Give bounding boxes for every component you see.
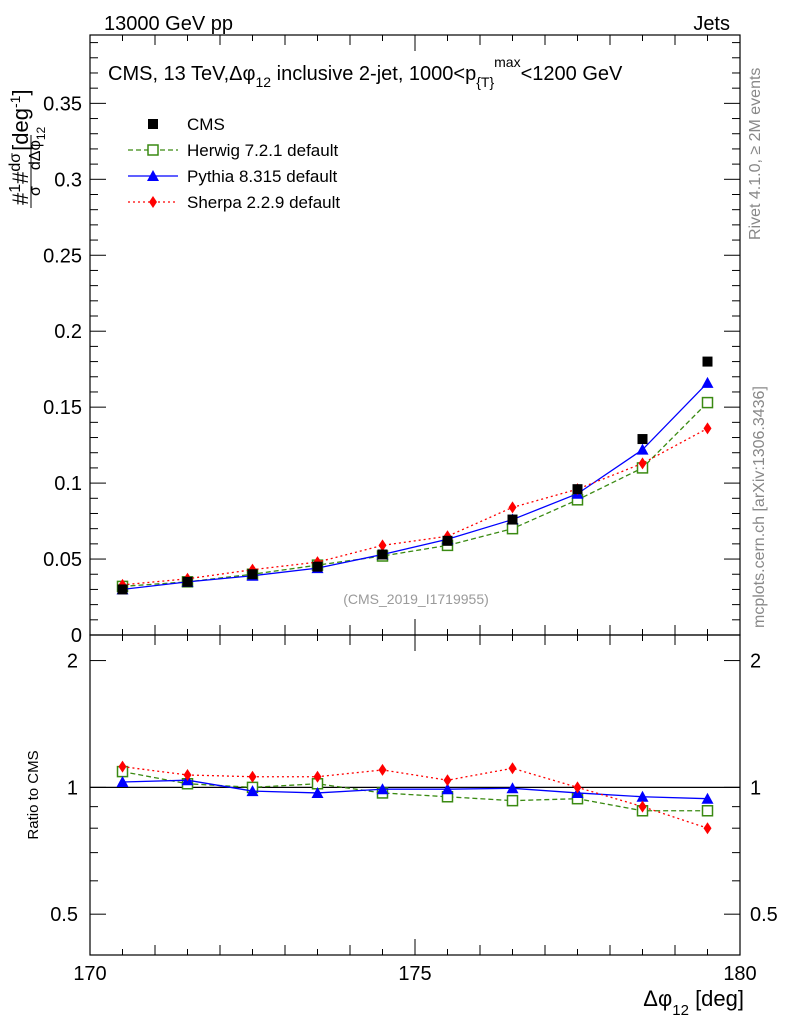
sherpa-ratio-point bbox=[573, 781, 582, 794]
sherpa-ratio-point bbox=[703, 822, 712, 835]
sherpa-ratio-point bbox=[248, 770, 257, 783]
sherpa-ratio-line bbox=[122, 765, 708, 829]
y-tick-label: 0.05 bbox=[43, 549, 82, 571]
sherpa-ratio-point bbox=[313, 770, 322, 783]
sherpa-ratio-point bbox=[378, 763, 387, 776]
cms-data-point bbox=[507, 514, 518, 525]
cms-data-point bbox=[117, 584, 128, 595]
y-tick-label: 0.35 bbox=[43, 93, 82, 115]
y-tick-label: 0.2 bbox=[54, 321, 82, 343]
sherpa-data-point bbox=[638, 457, 647, 470]
pythia-ratio-point bbox=[636, 790, 649, 802]
legend-herwig-marker bbox=[147, 144, 159, 156]
x-tick-label: 180 bbox=[723, 963, 756, 985]
pythia-ratio-point bbox=[701, 792, 714, 804]
ratio-tick-label-right: 0.5 bbox=[750, 904, 778, 926]
sherpa-data-point bbox=[703, 422, 712, 435]
cms-data-point bbox=[182, 576, 193, 587]
ratio-y-axis-label: Ratio to CMS bbox=[25, 750, 42, 839]
pythia-ratio-point bbox=[246, 785, 259, 797]
legend-sherpa-marker bbox=[149, 196, 157, 208]
sherpa-data-point bbox=[378, 539, 387, 552]
sherpa-ratio-point bbox=[443, 774, 452, 787]
cms-data-point bbox=[312, 561, 323, 572]
x-axis-label: Δφ12 [deg] bbox=[643, 986, 744, 1019]
legend-cms-marker bbox=[148, 119, 158, 129]
header-left: 13000 GeV pp bbox=[104, 13, 233, 35]
legend-pythia-label: Pythia 8.315 default bbox=[187, 167, 338, 186]
pythia-ratio-point bbox=[506, 782, 519, 794]
pythia-data-point bbox=[636, 443, 649, 455]
cms-data-point bbox=[572, 484, 583, 495]
herwig-data-point bbox=[506, 522, 519, 535]
pythia-ratio-point bbox=[116, 775, 129, 787]
cms-data-point bbox=[702, 356, 713, 367]
pythia-ratio-point bbox=[311, 786, 324, 798]
pythia-ratio-point bbox=[441, 783, 454, 795]
analysis-watermark: (CMS_2019_I1719955) bbox=[343, 591, 489, 607]
y-tick-label: 0.25 bbox=[43, 245, 82, 267]
header-right: Jets bbox=[693, 13, 730, 35]
herwig-ratio-point bbox=[506, 794, 519, 807]
axes-layer: 170 175 180 0 0.05 0.1 0.15 0.2 0.25 0.3 0.35 0.5 0.… bbox=[43, 35, 778, 985]
cms-data-point bbox=[442, 535, 453, 546]
sherpa-ratio-point bbox=[508, 762, 517, 775]
pythia-ratio-point bbox=[376, 783, 389, 795]
sherpa-ratio-point bbox=[183, 768, 192, 781]
y-axis-label: #1#dσ[deg-1] bbox=[7, 89, 33, 205]
sherpa-data-point bbox=[508, 501, 517, 514]
pythia-series-line bbox=[122, 382, 708, 591]
herwig-data-point bbox=[701, 396, 714, 409]
y-tick-label: 0 bbox=[71, 625, 82, 647]
mcplots-label: mcplots.cern.ch [arXiv:1306.3436] bbox=[751, 386, 768, 628]
pythia-data-point bbox=[701, 376, 714, 388]
rivet-version-label: Rivet 4.1.0, ≥ 2M events bbox=[747, 68, 764, 240]
cms-data-point bbox=[637, 434, 648, 445]
ratio-tick-label: 1 bbox=[67, 777, 78, 799]
legend-cms-label: CMS bbox=[187, 115, 225, 134]
sherpa-ratio-point bbox=[638, 800, 647, 813]
legend: CMS Herwig 7.2.1 default Pythia 8.315 defa… bbox=[128, 115, 340, 212]
y-tick-label: 0.3 bbox=[54, 169, 82, 191]
chart-title: CMS, 13 TeV,Δφ12 inclusive 2-jet, 1000<p… bbox=[108, 54, 623, 90]
legend-pythia-marker bbox=[147, 170, 159, 181]
cms-data-point bbox=[247, 569, 258, 580]
x-tick-label: 175 bbox=[398, 963, 431, 985]
ratio-tick-label: 2 bbox=[67, 651, 78, 673]
y-tick-label: 0.1 bbox=[54, 473, 82, 495]
herwig-ratio-point bbox=[701, 805, 714, 817]
legend-herwig-label: Herwig 7.2.1 default bbox=[187, 141, 338, 160]
pythia-ratio-line bbox=[122, 779, 708, 800]
legend-sherpa-label: Sherpa 2.2.9 default bbox=[187, 193, 340, 212]
herwig-ratio-line bbox=[122, 770, 708, 812]
cms-data-point bbox=[377, 549, 388, 560]
ratio-tick-label-right: 2 bbox=[750, 651, 761, 673]
sherpa-series-line bbox=[122, 427, 708, 586]
x-tick-label: 170 bbox=[73, 963, 106, 985]
series-layer bbox=[116, 356, 714, 835]
y-tick-label: 0.15 bbox=[43, 397, 82, 419]
ratio-tick-label: 0.5 bbox=[50, 904, 78, 926]
herwig-series-line bbox=[122, 402, 708, 588]
ratio-tick-label-right: 1 bbox=[750, 777, 761, 799]
sherpa-ratio-point bbox=[118, 760, 127, 773]
